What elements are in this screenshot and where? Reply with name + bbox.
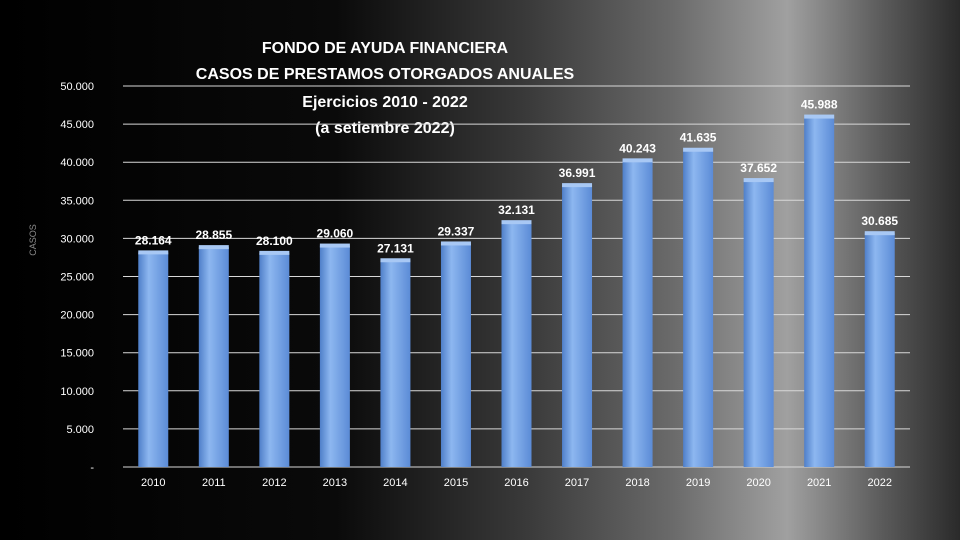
x-tick-label: 2019 [686, 477, 710, 489]
bar [743, 180, 774, 467]
x-tick-label: 2018 [625, 477, 649, 489]
bar [683, 149, 714, 467]
data-label: 29.337 [438, 224, 475, 238]
y-tick-label: 30.000 [60, 233, 94, 245]
x-tick-label: 2012 [262, 477, 286, 489]
data-label: 36.991 [559, 166, 596, 180]
y-tick-label: - [90, 462, 94, 474]
data-label: 27.131 [377, 241, 414, 255]
y-tick-label: 40.000 [60, 157, 94, 169]
y-tick-label: 20.000 [60, 310, 94, 322]
data-label: 37.652 [740, 161, 777, 175]
bar-top [743, 178, 774, 183]
y-tick-label: 35.000 [60, 195, 94, 207]
data-label: 45.988 [801, 98, 838, 112]
bar-top [138, 250, 169, 255]
bar-top [864, 231, 895, 236]
data-label: 40.243 [619, 141, 656, 155]
y-axis-ticks: - 5.000 10.000 15.000 20.000 25.000 30.000 35.0… [60, 81, 94, 474]
x-tick-label: 2010 [141, 477, 165, 489]
title-line-4: (a setiembre 2022) [315, 120, 455, 137]
data-label: 30.685 [861, 214, 898, 228]
y-tick-label: 5.000 [66, 424, 94, 436]
x-tick-label: 2020 [746, 477, 770, 489]
title-line-1: FONDO DE AYUDA FINANCIERA [262, 40, 509, 57]
bar [622, 160, 653, 468]
y-tick-label: 50.000 [60, 81, 94, 93]
data-label: 29.060 [317, 227, 354, 241]
data-label: 28.100 [256, 234, 293, 248]
x-tick-label: 2016 [504, 477, 528, 489]
bar-top [259, 250, 290, 255]
bar-top [562, 183, 593, 188]
y-tick-label: 10.000 [60, 386, 94, 398]
bar [198, 247, 229, 467]
x-tick-label: 2021 [807, 477, 831, 489]
x-tick-label: 2022 [867, 477, 891, 489]
title-line-2: CASOS DE PRESTAMOS OTORGADOS ANUALES [196, 66, 575, 83]
bar [440, 243, 471, 467]
x-tick-label: 2011 [202, 477, 226, 489]
y-tick-label: 25.000 [60, 272, 94, 284]
bar-top [440, 241, 471, 246]
data-label: 41.635 [680, 131, 717, 145]
title-line-3: Ejercicios 2010 - 2022 [302, 94, 468, 111]
bar-top [683, 147, 714, 152]
bar-top [804, 114, 835, 119]
bar [864, 233, 895, 467]
y-axis-label: CASOS [28, 224, 38, 256]
bar [138, 252, 169, 467]
chart-title: FONDO DE AYUDA FINANCIERA CASOS DE PREST… [196, 40, 575, 137]
bar-top [380, 258, 411, 263]
y-tick-label: 15.000 [60, 348, 94, 360]
bar-top [501, 220, 532, 225]
bar [501, 222, 532, 467]
bar-top [622, 158, 653, 163]
data-label: 28.855 [195, 228, 232, 242]
data-label: 28.164 [135, 233, 172, 247]
bar [380, 260, 411, 467]
bar [259, 252, 290, 467]
bar-top [319, 243, 350, 248]
bar [804, 116, 835, 467]
x-tick-label: 2015 [444, 477, 468, 489]
bars [138, 114, 895, 468]
x-tick-label: 2017 [565, 477, 589, 489]
bar [319, 245, 350, 467]
data-labels: 28.164 28.855 28.100 29.060 27.131 29.337 32.1… [135, 98, 898, 256]
bar-top [198, 245, 229, 250]
x-tick-label: 2013 [323, 477, 347, 489]
data-label: 32.131 [498, 203, 535, 217]
x-axis-ticks: 2010 2011 2012 2013 2014 2015 2016 2017 2018 2019… [141, 477, 892, 489]
x-tick-label: 2014 [383, 477, 407, 489]
y-tick-label: 45.000 [60, 119, 94, 131]
bar [562, 185, 593, 467]
